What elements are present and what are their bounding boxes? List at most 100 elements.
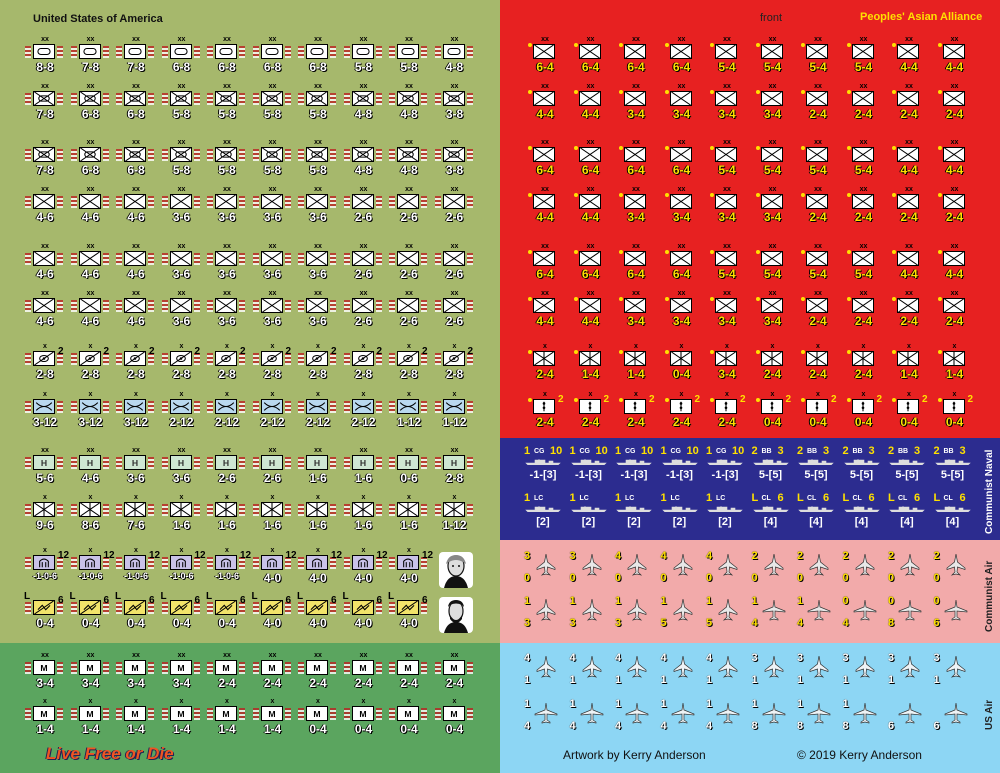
naval-counter[interactable]: 2 BB 3 5-[5] <box>748 443 794 489</box>
unit-counter[interactable]: xx 4-4 <box>932 36 978 76</box>
unit-counter[interactable]: x M 0-4 <box>386 698 432 738</box>
naval-counter[interactable]: L CL 6 [4] <box>748 490 794 536</box>
naval-counter[interactable]: 1 CG 10 -1-[3] <box>611 443 657 489</box>
naval-counter[interactable]: 1 LC [2] <box>657 490 703 536</box>
naval-counter[interactable]: 2 BB 3 5-[5] <box>884 443 930 489</box>
unit-counter[interactable]: x 1-4 <box>568 343 614 383</box>
unit-counter[interactable]: x M 1-4 <box>22 698 68 738</box>
unit-counter[interactable]: xx 3-6 <box>295 243 341 283</box>
unit-counter[interactable]: x 1-4 <box>932 343 978 383</box>
unit-counter[interactable]: xx 2-4 <box>886 290 932 330</box>
unit-counter[interactable]: xx H 0-6 <box>386 447 432 487</box>
naval-counter[interactable]: 1 CG 10 -1-[3] <box>702 443 748 489</box>
unit-counter[interactable]: xx 3-8 <box>432 139 478 179</box>
unit-counter[interactable]: xx M 3-4 <box>68 652 114 692</box>
unit-counter[interactable]: x 2 2-8 <box>295 343 341 383</box>
unit-counter[interactable]: xx 2-4 <box>932 186 978 226</box>
unit-counter[interactable]: xx 6-8 <box>113 139 159 179</box>
unit-counter[interactable]: x 2-12 <box>250 391 296 431</box>
unit-counter[interactable]: xx 6-8 <box>113 83 159 123</box>
unit-counter[interactable]: xx H 3-6 <box>113 447 159 487</box>
unit-counter[interactable]: x 3-12 <box>113 391 159 431</box>
unit-counter[interactable]: x 2-12 <box>295 391 341 431</box>
unit-counter[interactable]: x 2 2-4 <box>568 391 614 431</box>
naval-counter[interactable]: 2 BB 3 5-[5] <box>839 443 885 489</box>
unit-counter[interactable]: xx 3-6 <box>250 290 296 330</box>
unit-counter[interactable]: xx 5-4 <box>750 139 796 179</box>
naval-counter[interactable]: 1 LC [2] <box>566 490 612 536</box>
unit-counter[interactable]: x 2 0-4 <box>750 391 796 431</box>
unit-counter[interactable]: xx 6-8 <box>68 83 114 123</box>
unit-counter[interactable]: x 1-12 <box>432 494 478 534</box>
unit-counter[interactable]: xx M 3-4 <box>113 652 159 692</box>
unit-counter[interactable]: xx H 4-6 <box>68 447 114 487</box>
unit-counter[interactable]: L 6 0-4 <box>22 591 68 632</box>
unit-counter[interactable]: xx 5-4 <box>841 36 887 76</box>
unit-counter[interactable]: xx 4-4 <box>932 139 978 179</box>
unit-counter[interactable]: xx 7-8 <box>22 139 68 179</box>
unit-counter[interactable]: xx 4-6 <box>22 243 68 283</box>
unit-counter[interactable]: xx 3-6 <box>159 186 205 226</box>
unit-counter[interactable]: x 1-12 <box>386 391 432 431</box>
unit-counter[interactable]: xx 5-8 <box>250 139 296 179</box>
unit-counter[interactable]: xx 6-4 <box>522 36 568 76</box>
unit-counter[interactable]: xx 4-6 <box>113 186 159 226</box>
unit-counter[interactable]: L 6 4-0 <box>295 591 341 632</box>
unit-counter[interactable]: xx 4-8 <box>386 83 432 123</box>
unit-counter[interactable]: x 2-4 <box>795 343 841 383</box>
unit-counter[interactable]: x 1-6 <box>159 494 205 534</box>
unit-counter[interactable]: xx 3-4 <box>704 83 750 123</box>
unit-counter[interactable]: x M 1-4 <box>113 698 159 738</box>
unit-counter[interactable]: xx 4-4 <box>932 243 978 283</box>
unit-counter[interactable]: xx 4-4 <box>886 36 932 76</box>
unit-counter[interactable]: x M 1-4 <box>250 698 296 738</box>
unit-counter[interactable]: xx 3-6 <box>250 243 296 283</box>
unit-counter[interactable]: xx M 3-4 <box>159 652 205 692</box>
unit-counter[interactable]: x 2-12 <box>204 391 250 431</box>
unit-counter[interactable]: L 6 0-4 <box>204 591 250 632</box>
unit-counter[interactable]: x 2 2-4 <box>613 391 659 431</box>
unit-counter[interactable]: xx 2-4 <box>886 83 932 123</box>
naval-counter[interactable]: L CL 6 [4] <box>793 490 839 536</box>
unit-counter[interactable]: xx 6-4 <box>613 36 659 76</box>
unit-counter[interactable]: xx 6-4 <box>568 36 614 76</box>
unit-counter[interactable]: x 12 -1-0-6 <box>22 547 69 587</box>
unit-counter[interactable]: x 1-6 <box>204 494 250 534</box>
unit-counter[interactable]: x M 1-4 <box>159 698 205 738</box>
unit-counter[interactable]: x 1-6 <box>386 494 432 534</box>
unit-counter[interactable]: xx 4-8 <box>341 139 387 179</box>
unit-counter[interactable]: xx M 2-4 <box>250 652 296 692</box>
unit-counter[interactable]: xx 3-4 <box>750 186 796 226</box>
unit-counter[interactable]: xx 3-6 <box>250 186 296 226</box>
naval-counter[interactable]: 1 CG 10 -1-[3] <box>657 443 703 489</box>
naval-counter[interactable]: 1 LC [2] <box>702 490 748 536</box>
unit-counter[interactable]: x 8-6 <box>68 494 114 534</box>
unit-counter[interactable]: x 2 2-4 <box>659 391 705 431</box>
unit-counter[interactable]: L 6 0-4 <box>113 591 159 632</box>
unit-counter[interactable]: xx 7-8 <box>22 83 68 123</box>
unit-counter[interactable]: xx 4-8 <box>386 139 432 179</box>
unit-counter[interactable]: xx 4-6 <box>113 290 159 330</box>
unit-counter[interactable]: x 2-12 <box>341 391 387 431</box>
unit-counter[interactable]: xx 2-6 <box>386 243 432 283</box>
unit-counter[interactable]: xx 2-6 <box>386 290 432 330</box>
unit-counter[interactable]: xx 2-6 <box>432 290 478 330</box>
unit-counter[interactable]: x 2 2-8 <box>22 343 68 383</box>
unit-counter[interactable]: x 12 4-0 <box>295 547 342 587</box>
naval-counter[interactable]: 1 LC [2] <box>520 490 566 536</box>
